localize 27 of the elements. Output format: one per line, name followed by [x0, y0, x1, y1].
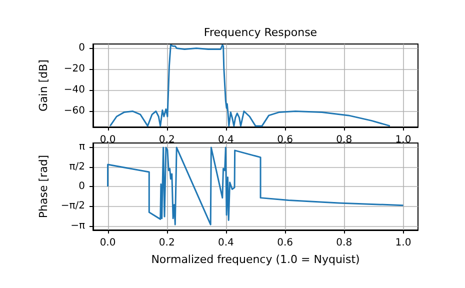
- y-axis-title: Phase [rad]: [37, 154, 50, 218]
- x-tick-label: 1.0: [395, 238, 412, 248]
- y-tick-label: −π/2: [60, 200, 85, 212]
- y-tick-label: −20: [64, 64, 85, 75]
- x-tick-label: 0.0: [100, 134, 116, 146]
- y-tick-label: 0: [78, 181, 85, 192]
- x-tick-label: 0.2: [158, 238, 175, 248]
- y-tick-label: −π: [70, 220, 85, 232]
- x-tick-label: 0.6: [277, 134, 293, 146]
- x-tick-label: 0.2: [158, 134, 175, 146]
- x-tick-label: 0.6: [277, 238, 293, 248]
- x-tick-label: 0.8: [336, 238, 352, 248]
- y-tick-label: −40: [64, 84, 85, 96]
- y-tick-label: π/2: [69, 161, 85, 172]
- x-tick-label: 1.0: [395, 134, 412, 146]
- y-tick-label: 0: [78, 42, 85, 54]
- chart-title: Frequency Response: [204, 26, 318, 39]
- x-axis-title: Normalized frequency (1.0 = Nyquist): [151, 253, 360, 266]
- x-tick-label: 0.8: [336, 134, 352, 146]
- y-tick-label: −60: [64, 106, 85, 117]
- line-series: [107, 146, 404, 226]
- x-tick-label: 0.4: [218, 134, 234, 146]
- x-tick-label: 0.0: [100, 238, 116, 248]
- y-axis-title: Gain [dB]: [37, 60, 50, 112]
- x-tick-label: 0.4: [218, 238, 234, 248]
- y-tick-label: π: [78, 142, 85, 153]
- line-series: [109, 44, 391, 127]
